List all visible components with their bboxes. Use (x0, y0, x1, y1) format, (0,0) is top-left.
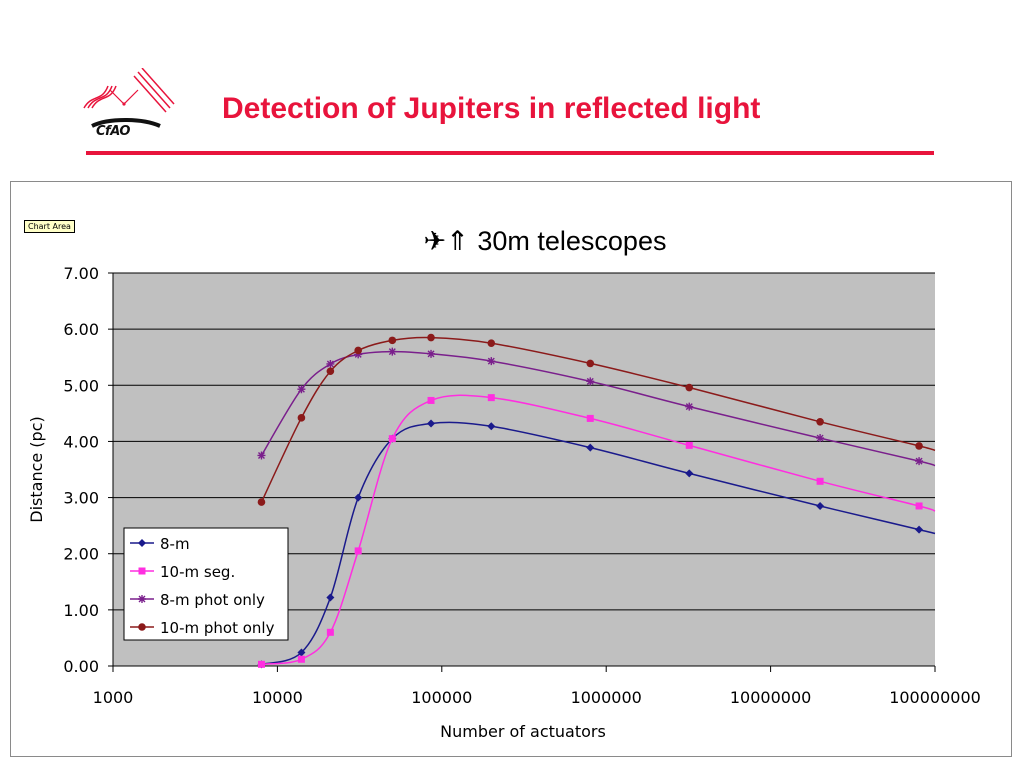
legend-marker (138, 623, 146, 631)
data-point-series-3 (586, 377, 595, 386)
data-point-series-4 (326, 367, 335, 376)
data-point-series-2 (354, 547, 362, 555)
data-point-series-1 (297, 648, 306, 657)
data-point-series-3 (487, 357, 496, 366)
data-point-series-2 (257, 660, 265, 668)
slide-title: Detection of Jupiters in reflected light (222, 92, 761, 125)
y-axis-title: Distance (pc) (27, 416, 46, 522)
cfao-logo (78, 67, 178, 148)
x-tick-label: 100000 (411, 688, 472, 707)
logo-text: CfAO (96, 124, 130, 139)
legend-label: 10-m phot only (160, 619, 275, 637)
data-point-series-2 (326, 628, 334, 636)
y-tick-label: 3.00 (63, 489, 99, 508)
data-point-series-4 (427, 333, 435, 342)
legend-label: 8-m (160, 535, 190, 553)
data-point-series-2 (297, 655, 305, 663)
data-point-series-3 (388, 347, 397, 356)
chart-title: ✈⇑ 30m telescopes (424, 226, 667, 257)
data-point-series-4 (816, 417, 824, 426)
data-point-series-3 (354, 350, 363, 359)
legend-label: 10-m seg. (160, 563, 235, 581)
legend-box (123, 527, 289, 641)
legend-marker (138, 595, 146, 603)
data-point-series-2 (685, 441, 693, 449)
data-point-series-2 (487, 394, 495, 402)
data-point-series-3 (297, 385, 306, 394)
title-rule (86, 151, 934, 155)
data-point-series-3 (685, 402, 694, 411)
data-point-series-4 (915, 442, 923, 450)
data-point-series-2 (586, 414, 594, 422)
y-tick-label: 1.00 (63, 601, 99, 620)
x-axis-title: Number of actuators (440, 722, 606, 741)
data-point-series-1 (816, 501, 825, 510)
cfao-logo-icon (83, 67, 175, 128)
data-point-series-1 (586, 443, 595, 452)
data-point-series-4 (586, 359, 595, 368)
y-tick-label: 4.00 (63, 432, 99, 451)
legend-marker (138, 539, 146, 547)
x-tick-label: 10000 (252, 688, 303, 707)
data-point-series-1 (354, 493, 363, 502)
y-tick-label: 0.00 (63, 657, 99, 676)
data-point-series-4 (354, 346, 362, 355)
chart-area-tag: Chart Area (24, 220, 75, 233)
data-point-series-4 (487, 339, 496, 347)
x-tick-label: 1000000 (571, 688, 642, 707)
data-point-series-2 (388, 435, 396, 443)
data-point-series-1 (326, 593, 335, 602)
x-tick-label: 1000 (93, 688, 134, 707)
data-point-series-4 (297, 414, 306, 422)
x-tick-label: 10000000 (730, 688, 811, 707)
data-point-series-2 (915, 502, 923, 510)
chart-title-text: 30m telescopes (477, 226, 666, 256)
data-point-series-1 (427, 419, 436, 428)
data-point-series-3 (326, 359, 335, 368)
x-tick-label: 100000000 (889, 688, 981, 707)
data-point-series-2 (427, 396, 435, 404)
data-point-series-1 (685, 469, 694, 478)
chart-title-symbols: ✈⇑ (424, 226, 478, 257)
data-point-series-3 (427, 349, 436, 358)
y-tick-label: 5.00 (63, 376, 99, 395)
data-point-series-4 (685, 383, 694, 392)
data-point-series-1 (487, 422, 496, 431)
data-point-series-1 (915, 525, 924, 534)
y-tick-label: 7.00 (63, 264, 99, 283)
legend-label: 8-m phot only (160, 591, 265, 609)
data-point-series-3 (257, 451, 266, 460)
y-tick-label: 6.00 (63, 320, 99, 339)
data-point-series-2 (816, 477, 824, 485)
legend-marker (138, 567, 146, 575)
y-tick-label: 2.00 (63, 545, 99, 564)
data-point-series-3 (915, 457, 924, 466)
data-point-series-4 (257, 498, 266, 506)
data-point-series-3 (816, 434, 825, 443)
data-point-series-4 (388, 336, 397, 345)
